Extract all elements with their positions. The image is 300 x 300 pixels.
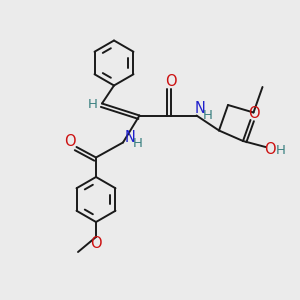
Text: N: N	[125, 130, 136, 145]
Text: H: H	[88, 98, 97, 112]
Text: O: O	[165, 74, 177, 89]
Text: O: O	[64, 134, 76, 148]
Text: H: H	[203, 109, 213, 122]
Text: O: O	[264, 142, 276, 158]
Text: N: N	[195, 101, 206, 116]
Text: O: O	[90, 236, 102, 251]
Text: O: O	[248, 106, 259, 121]
Text: H: H	[276, 143, 285, 157]
Text: H: H	[133, 136, 143, 150]
